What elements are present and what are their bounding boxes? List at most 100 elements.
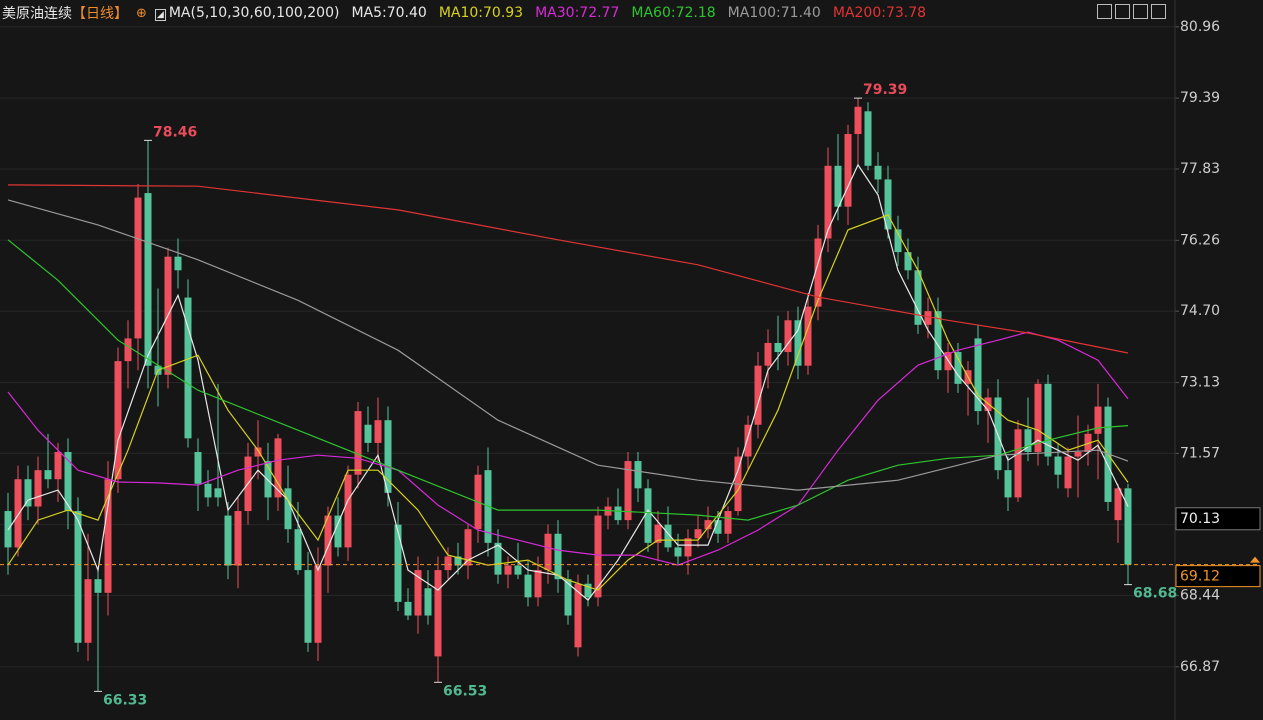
candle-body (1064, 456, 1072, 489)
candle-body (54, 451, 62, 480)
legend-entry: MA5:70.40 (351, 5, 427, 21)
candle-body (1114, 488, 1122, 521)
candle-body (574, 583, 582, 648)
candle-body (504, 565, 512, 575)
candle-body (14, 479, 22, 548)
marker-price-label: 70.13 (1180, 511, 1220, 527)
header: 美原油连续【日线】 ⊕ ◢ MA(5,10,30,60,100,200) MA5:… (2, 3, 926, 23)
candle-body (844, 134, 852, 207)
period: 【日线】 (72, 6, 128, 22)
candle-body (514, 565, 522, 575)
tool-button[interactable] (1097, 4, 1112, 19)
legend-entry: MA200:73.78 (832, 5, 927, 21)
candle-body (314, 565, 322, 643)
y-tick-label: 66.87 (1180, 659, 1220, 675)
legend: ◢ MA(5,10,30,60,100,200) MA5:70.40 MA10:70… (154, 5, 927, 21)
extreme-label: 68.68 (1133, 586, 1177, 602)
candle-body (704, 520, 712, 530)
candle-body (464, 529, 472, 566)
candle-body (744, 424, 752, 457)
candle-body (254, 447, 262, 457)
candle-body (84, 579, 92, 643)
candle-body (1054, 456, 1062, 475)
candle-body (294, 529, 302, 571)
candle-body (764, 342, 772, 366)
candle-body (714, 520, 722, 534)
candle-body (304, 570, 312, 643)
candle-body (754, 365, 762, 425)
y-tick-label: 71.57 (1180, 445, 1220, 461)
candle-body (174, 256, 182, 271)
candle-body (24, 479, 32, 507)
candle-body (1044, 383, 1052, 457)
candle-body (854, 106, 862, 135)
candle-body (34, 470, 42, 507)
candle-body (684, 538, 692, 557)
ma-line (7, 184, 1129, 354)
candle-body (1094, 406, 1102, 434)
candle-body (134, 197, 142, 339)
candle-body (324, 515, 332, 566)
candle-body (354, 411, 362, 475)
candle-body (234, 511, 242, 566)
instrument-name: 美原油连续【日线】 (2, 3, 128, 23)
candle-body (614, 506, 622, 521)
candle-body (334, 515, 342, 548)
toolbar (1097, 4, 1166, 19)
candle-body (1024, 429, 1032, 452)
candle-body (454, 556, 462, 566)
candle-body (564, 579, 572, 616)
candle-body (424, 588, 432, 616)
candle-body (124, 338, 132, 362)
extreme-label: 66.33 (103, 692, 147, 708)
candle-body (214, 488, 222, 498)
y-tick-label: 80.96 (1180, 19, 1220, 35)
candle-body (804, 306, 812, 366)
candle-body (1034, 383, 1042, 452)
candle-body (894, 229, 902, 253)
tool-button[interactable] (1151, 4, 1166, 19)
ma-line (7, 214, 1129, 591)
candle-body (434, 570, 442, 657)
candle-body (264, 461, 272, 498)
y-tick-label: 77.83 (1180, 161, 1220, 177)
legend-entry: MA30:72.77 (535, 5, 620, 21)
ma-settings[interactable]: ◢ MA(5,10,30,60,100,200) (154, 5, 340, 21)
candle-body (494, 542, 502, 575)
last-price-arrow (1250, 556, 1260, 563)
ma-line (7, 331, 1129, 566)
candle-body (624, 461, 632, 521)
title: 美原油连续 (2, 6, 72, 22)
candle-body (594, 515, 602, 598)
candle-body (904, 252, 912, 271)
candle-body (224, 515, 232, 566)
candle-body (544, 533, 552, 571)
candle-body (934, 311, 942, 371)
ma-line (7, 199, 1129, 491)
y-tick-label: 76.26 (1180, 232, 1220, 248)
extreme-label: 79.39 (863, 82, 907, 98)
candle-body (344, 474, 352, 548)
candle-body (634, 461, 642, 489)
candle-body (874, 165, 882, 180)
candle-body (384, 420, 392, 493)
ma-label: MA(5,10,30,60,100,200) (168, 5, 340, 21)
candle-body (644, 488, 652, 543)
candle-body (414, 570, 422, 616)
candle-body (74, 511, 82, 643)
candle-body (864, 111, 872, 166)
candle-body (444, 556, 452, 571)
tool-button[interactable] (1115, 4, 1130, 19)
add-icon[interactable]: ⊕ (136, 5, 147, 21)
candle-body (774, 342, 782, 353)
candle-body (114, 361, 122, 480)
last-price-label: 69.12 (1180, 569, 1220, 585)
candle-body (784, 320, 792, 353)
tool-button[interactable] (1133, 4, 1148, 19)
candle-body (1004, 470, 1012, 498)
last-price-box (1175, 565, 1261, 588)
candle-body (204, 483, 212, 498)
candle-body (184, 297, 192, 439)
candle-body (104, 479, 112, 593)
